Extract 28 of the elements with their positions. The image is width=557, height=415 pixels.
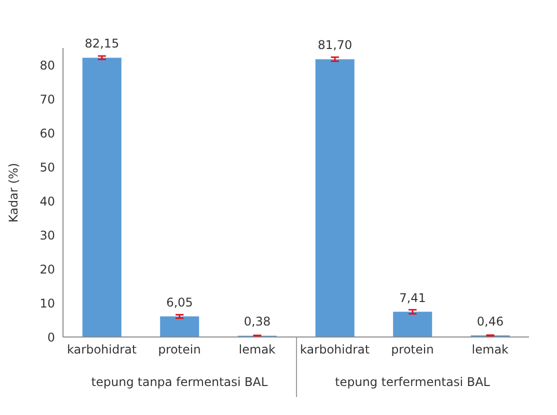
data-label: 0,46 [476, 314, 504, 328]
y-tick-label: 20 [40, 262, 55, 276]
bar [315, 59, 354, 337]
bar [82, 58, 122, 337]
data-label: 6,05 [166, 295, 193, 310]
x-tick-label: protein [391, 342, 434, 357]
x-tick-label: karbohidrat [300, 342, 370, 357]
y-axis-title: Kadar (%) [6, 163, 20, 222]
data-label: 7,41 [399, 290, 426, 305]
x-tick-label: protein [158, 342, 201, 357]
data-label: 0,38 [244, 314, 271, 329]
bar [160, 316, 200, 337]
y-tick-label: 70 [40, 92, 55, 106]
y-tick-label: 40 [40, 194, 55, 208]
x-tick-label: karbohidrat [67, 342, 137, 357]
y-tick-label: 60 [40, 126, 55, 140]
y-tick-label: 0 [47, 330, 55, 344]
y-tick-label: 50 [40, 160, 55, 174]
y-tick-label: 80 [40, 58, 55, 72]
x-tick-label: lemak [472, 342, 509, 357]
bar [393, 312, 432, 337]
data-label: 82,15 [84, 36, 120, 51]
y-tick-label: 10 [40, 296, 55, 310]
text: tepung tanpa fermentasi BAL [90, 375, 269, 389]
text: tepung terfermentasi BAL [334, 375, 491, 389]
data-label: 81,70 [318, 38, 352, 52]
x-tick-label: lemak [238, 342, 276, 357]
y-tick-label: 30 [40, 228, 55, 242]
